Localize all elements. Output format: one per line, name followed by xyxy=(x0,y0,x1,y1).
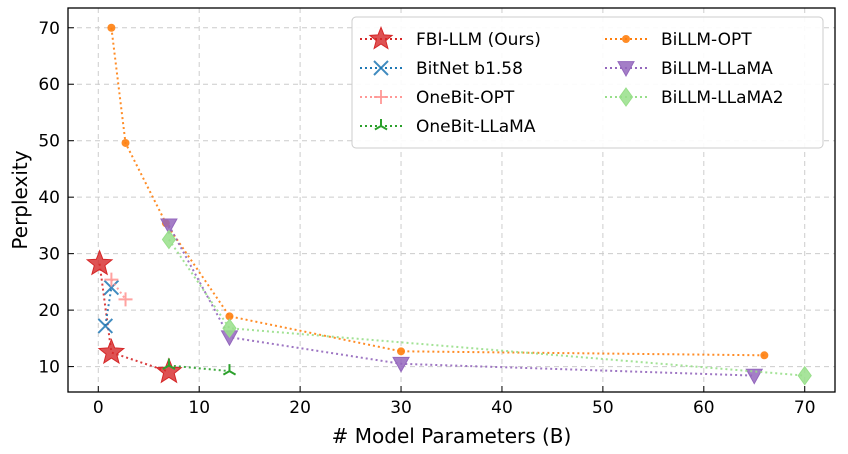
legend-label-onebit-llama: OneBit-LLaMA xyxy=(416,117,536,137)
series-line-onebit-llama xyxy=(168,364,230,373)
series-onebit-llama xyxy=(162,358,237,376)
legend-label-billm-llama2: BiLLM-LLaMA2 xyxy=(661,88,784,108)
series-billm-llama2 xyxy=(161,229,812,386)
data-point-billm-opt xyxy=(107,23,116,32)
x-tick-label: 20 xyxy=(289,398,311,418)
plot-area-frame xyxy=(67,7,836,393)
legend-marker-billm-opt xyxy=(622,35,630,43)
data-point-onebit-opt xyxy=(104,272,119,287)
x-tick-label: 40 xyxy=(491,398,513,418)
y-axis-title: Perplexity xyxy=(8,150,32,249)
x-tick-label: 10 xyxy=(188,398,210,418)
series-line-billm-llama xyxy=(168,224,755,377)
x-axis-title: # Model Parameters (B) xyxy=(332,424,572,448)
series-billm-llama xyxy=(160,218,764,385)
legend-marker-billm-llama xyxy=(617,61,635,78)
y-tick-label: 60 xyxy=(38,75,60,95)
x-tick-label: 50 xyxy=(592,398,614,418)
data-point-onebit-llama xyxy=(222,364,237,376)
series-line-bitnet-b1-58 xyxy=(104,287,113,327)
data-point-fbi-llm-ours xyxy=(97,338,126,365)
y-tick-label: 50 xyxy=(38,132,60,152)
data-point-billm-llama2 xyxy=(161,229,177,250)
data-point-fbi-llm-ours xyxy=(155,357,183,384)
legend-marker-onebit-opt xyxy=(374,90,388,104)
x-tick-label: 70 xyxy=(794,398,816,418)
data-point-billm-llama2 xyxy=(222,318,237,339)
data-point-billm-opt xyxy=(121,138,130,147)
legend-label-bitnet-b1-58: BitNet b1.58 xyxy=(416,59,523,79)
data-point-billm-llama xyxy=(392,356,410,373)
series-line-billm-opt xyxy=(110,27,765,357)
legend-label-billm-opt: BiLLM-OPT xyxy=(661,30,752,50)
data-point-billm-opt xyxy=(225,312,234,321)
legend-label-onebit-opt: OneBit-OPT xyxy=(416,88,515,108)
legend-marker-fbi-llm-ours xyxy=(368,25,394,50)
data-point-billm-llama2 xyxy=(797,365,812,386)
data-point-billm-opt xyxy=(760,351,769,360)
y-tick-label: 30 xyxy=(38,245,60,265)
y-tick-label: 20 xyxy=(38,301,60,321)
data-point-billm-llama xyxy=(160,218,178,235)
series-line-billm-llama2 xyxy=(168,238,805,377)
axis-ticks: 0 10 20 30 40 50 60 70 10 20 30 40 50 60 70 xyxy=(38,19,815,418)
series-onebit-opt xyxy=(104,272,133,307)
data-point-bitnet-b1-58 xyxy=(97,318,114,334)
legend-label-billm-llama: BiLLM-LLaMA xyxy=(661,59,773,79)
legend-marker-onebit-llama xyxy=(374,119,388,131)
legend-box xyxy=(351,16,824,149)
y-tick-label: 70 xyxy=(38,19,60,39)
data-point-onebit-llama xyxy=(162,358,176,370)
data-point-billm-llama xyxy=(745,368,764,385)
legend-marker-billm-llama2 xyxy=(618,87,634,107)
data-point-fbi-llm-ours xyxy=(85,249,114,276)
data-point-onebit-opt xyxy=(118,292,133,307)
x-tick-label: 0 xyxy=(93,398,104,418)
legend: FBI-LLM (Ours) BitNet b1.58 OneBit-OPT OneB… xyxy=(351,16,824,149)
data-point-billm-opt xyxy=(397,347,406,356)
series-fbi-llm-ours xyxy=(85,249,183,384)
y-tick-label: 10 xyxy=(38,358,60,378)
x-tick-label: 60 xyxy=(693,398,715,418)
series-layer xyxy=(85,23,812,386)
x-tick-label: 30 xyxy=(390,398,412,418)
legend-marker-bitnet-b1-58 xyxy=(373,60,389,76)
legend-label-fbi-llm-ours: FBI-LLM (Ours) xyxy=(416,30,541,50)
data-point-bitnet-b1-58 xyxy=(103,279,120,296)
series-bitnet-b1-58 xyxy=(97,279,120,334)
y-tick-label: 40 xyxy=(38,188,60,208)
series-line-onebit-opt xyxy=(110,279,127,300)
